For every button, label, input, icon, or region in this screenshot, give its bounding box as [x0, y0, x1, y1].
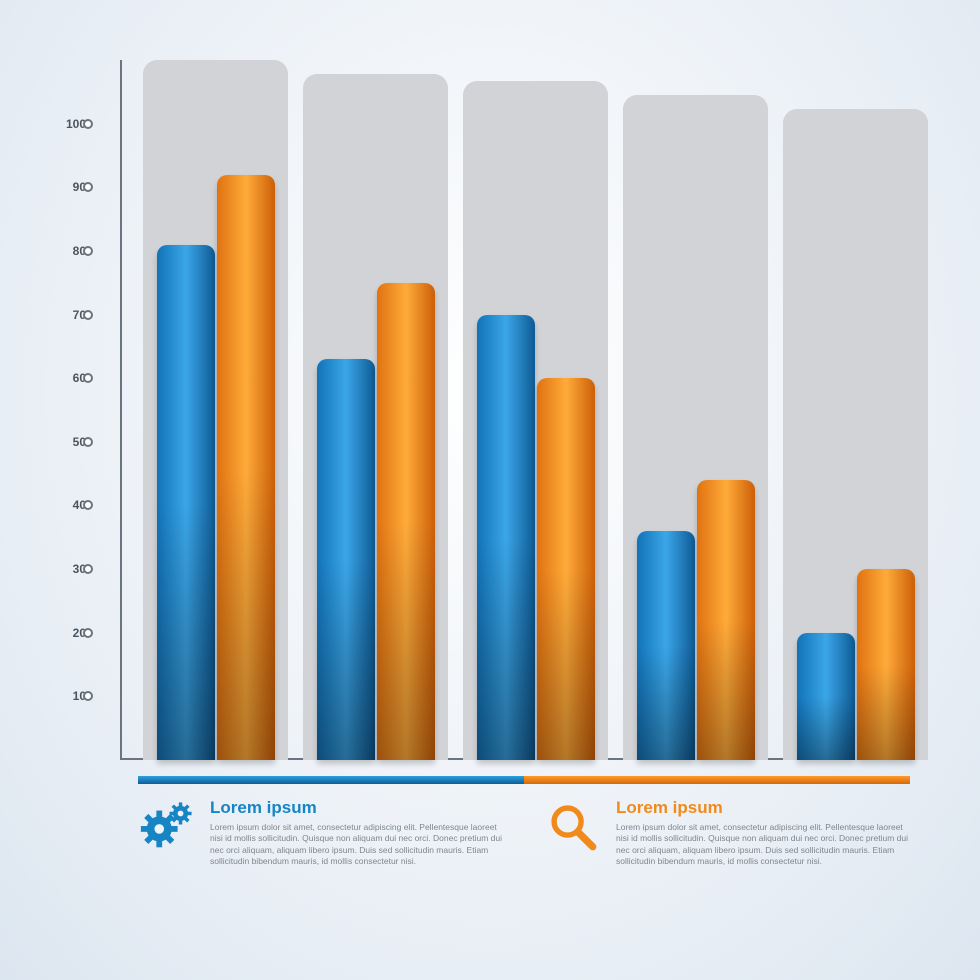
- legend: Lorem ipsum Lorem ipsum dolor sit amet, …: [138, 776, 910, 868]
- y-tick: 10: [56, 689, 120, 703]
- legend-item-blue: Lorem ipsum Lorem ipsum dolor sit amet, …: [138, 798, 504, 868]
- y-tick: 50: [56, 435, 120, 449]
- bar-orange: [697, 480, 755, 760]
- legend-body-blue: Lorem ipsum dolor sit amet, consectetur …: [210, 822, 504, 868]
- bar-group: [463, 60, 608, 760]
- bar-blue: [797, 633, 855, 760]
- y-tick-label: 80: [56, 244, 86, 258]
- y-tick-marker: [83, 437, 93, 447]
- bar-blue: [477, 315, 535, 760]
- y-tick: 40: [56, 498, 120, 512]
- bar-orange: [537, 378, 595, 760]
- y-tick-label: 50: [56, 435, 86, 449]
- y-tick: 30: [56, 562, 120, 576]
- y-tick: 80: [56, 244, 120, 258]
- y-tick-marker: [83, 310, 93, 320]
- legend-strip-orange: [524, 776, 910, 784]
- bar-blue: [157, 245, 215, 760]
- legend-body-orange: Lorem ipsum dolor sit amet, consectetur …: [616, 822, 910, 868]
- y-tick-label: 100: [56, 117, 86, 131]
- y-tick: 60: [56, 371, 120, 385]
- y-tick-marker: [83, 246, 93, 256]
- y-axis: [120, 60, 122, 760]
- y-tick-marker: [83, 500, 93, 510]
- y-tick-marker: [83, 119, 93, 129]
- y-tick-label: 90: [56, 180, 86, 194]
- bar-group: [623, 60, 768, 760]
- plot-area: [128, 60, 910, 760]
- y-tick-label: 20: [56, 626, 86, 640]
- legend-strip-blue: [138, 776, 524, 784]
- y-tick-label: 70: [56, 308, 86, 322]
- bar-group: [303, 60, 448, 760]
- gears-icon: [138, 798, 196, 856]
- bar-group: [783, 60, 928, 760]
- y-tick-marker: [83, 628, 93, 638]
- y-tick: 90: [56, 180, 120, 194]
- y-tick-label: 10: [56, 689, 86, 703]
- y-tick-label: 40: [56, 498, 86, 512]
- magnifier-icon: [544, 798, 602, 856]
- y-tick-marker: [83, 373, 93, 383]
- bar-blue: [317, 359, 375, 760]
- y-tick: 100: [56, 117, 120, 131]
- legend-title-orange: Lorem ipsum: [616, 798, 910, 818]
- y-tick: 20: [56, 626, 120, 640]
- bar-orange: [217, 175, 275, 760]
- bar-orange: [377, 283, 435, 760]
- legend-strip: [138, 776, 910, 784]
- y-tick-label: 60: [56, 371, 86, 385]
- bar-group: [143, 60, 288, 760]
- bar-orange: [857, 569, 915, 760]
- chart-area: 102030405060708090100: [90, 60, 910, 760]
- y-tick-marker: [83, 182, 93, 192]
- y-tick: 70: [56, 308, 120, 322]
- bar-blue: [637, 531, 695, 760]
- y-tick-label: 30: [56, 562, 86, 576]
- y-tick-marker: [83, 564, 93, 574]
- y-tick-marker: [83, 691, 93, 701]
- legend-item-orange: Lorem ipsum Lorem ipsum dolor sit amet, …: [544, 798, 910, 868]
- legend-title-blue: Lorem ipsum: [210, 798, 504, 818]
